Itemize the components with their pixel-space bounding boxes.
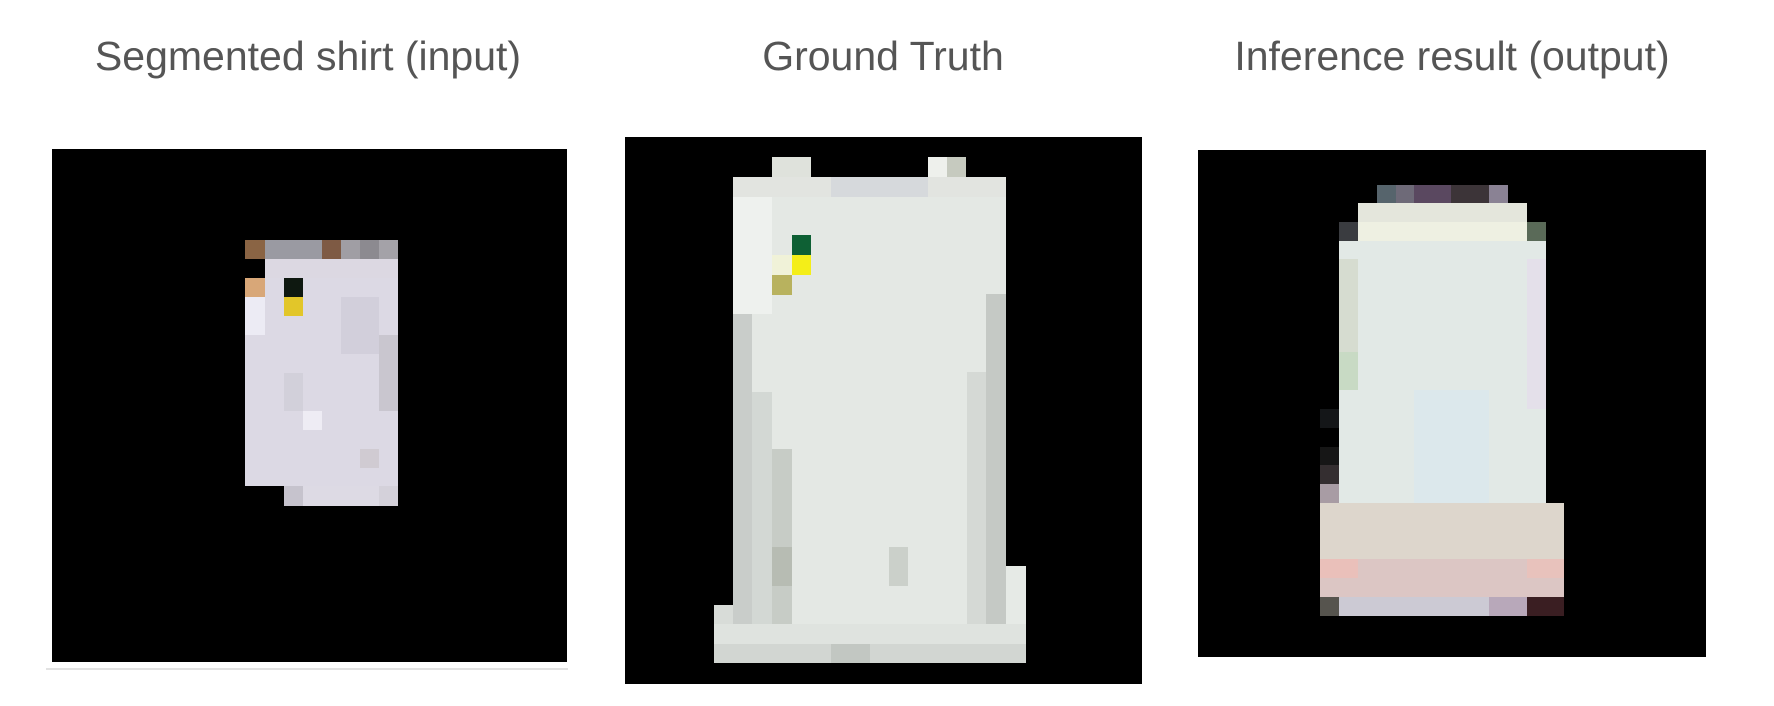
output-shirt-image <box>1198 150 1706 657</box>
input-image-panel <box>52 149 567 662</box>
ground-truth-image-panel <box>625 137 1142 684</box>
output-image-panel <box>1198 150 1706 657</box>
input-panel-underline <box>46 668 568 670</box>
input-shirt-image <box>52 149 567 662</box>
caption-ground-truth: Ground Truth <box>625 36 1141 77</box>
caption-output: Inference result (output) <box>1198 36 1706 77</box>
caption-input: Segmented shirt (input) <box>52 36 564 77</box>
ground-truth-shirt-image <box>625 137 1142 684</box>
